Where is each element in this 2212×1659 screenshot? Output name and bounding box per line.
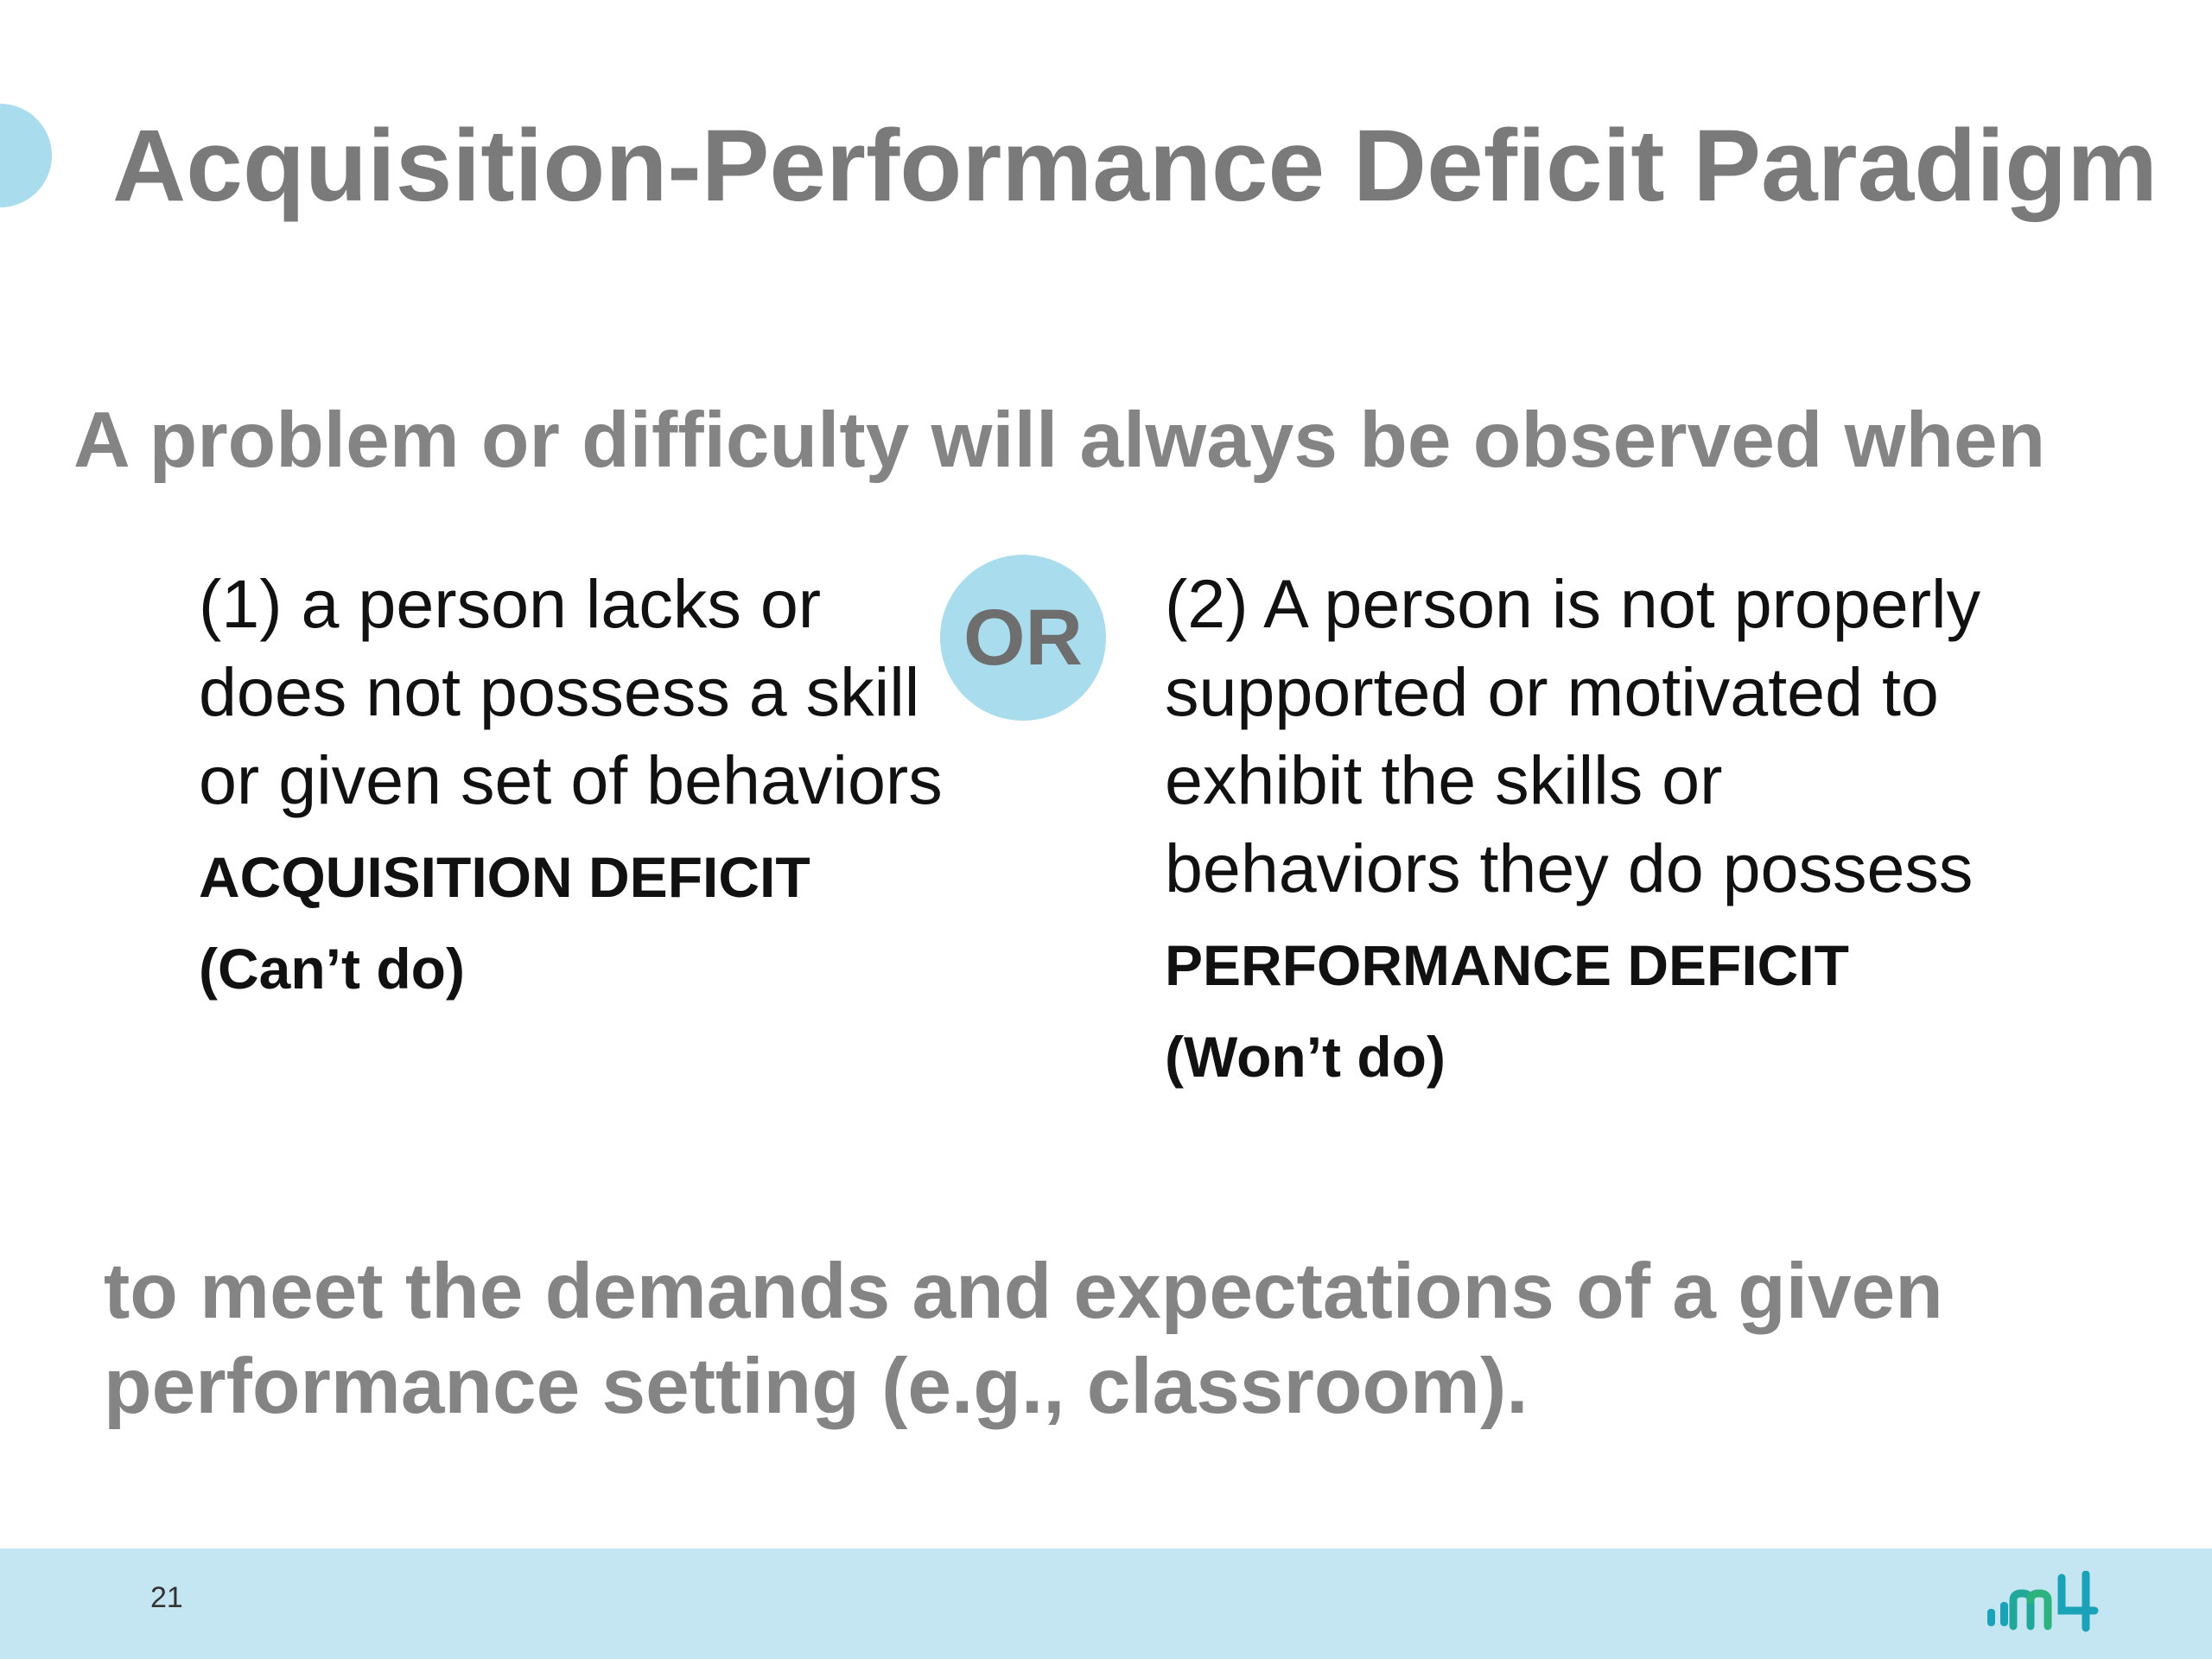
acquisition-column: (1) a person lacks or does not possess a… <box>199 560 959 1014</box>
performance-sublabel: (Won’t do) <box>1165 1025 1446 1089</box>
performance-column: (2) A person is not properly supported o… <box>1165 560 2029 1103</box>
page-number: 21 <box>150 1581 183 1614</box>
slide-title: Acquisition-Performance Deficit Paradigm <box>112 109 2158 223</box>
intro-text: A problem or difficulty will always be o… <box>73 397 2046 484</box>
acquisition-description: (1) a person lacks or does not possess a… <box>199 565 943 818</box>
acquisition-sublabel: (Can’t do) <box>199 937 465 1001</box>
outro-text: to meet the demands and expectations of … <box>104 1248 1943 1430</box>
m4-logo-icon <box>1987 1571 2099 1632</box>
corner-accent-dot <box>0 104 52 207</box>
acquisition-label: ACQUISITION DEFICIT <box>199 845 810 909</box>
performance-label: PERFORMANCE DEFICIT <box>1165 933 1849 997</box>
performance-description: (2) A person is not properly supported o… <box>1165 565 1981 906</box>
or-badge: OR <box>940 555 1106 721</box>
footer-band: 21 <box>0 1548 2212 1659</box>
